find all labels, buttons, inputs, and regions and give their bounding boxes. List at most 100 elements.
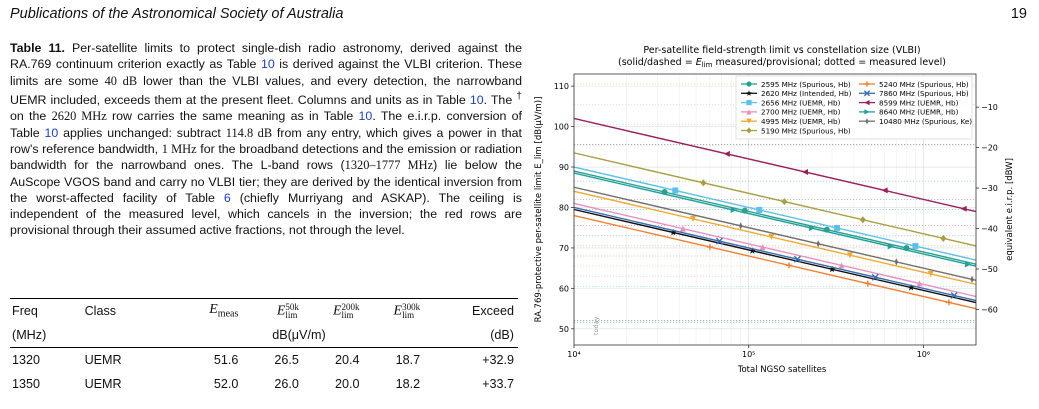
series-marker bbox=[793, 255, 801, 263]
unit-exceed: (dB) bbox=[420, 323, 518, 348]
cell-class: UEMR bbox=[84, 353, 122, 367]
series-marker bbox=[723, 150, 730, 157]
series-marker bbox=[894, 258, 899, 266]
dagger-mark: † bbox=[516, 90, 522, 102]
y2-tick-label: −60 bbox=[981, 305, 998, 314]
x-tick-label: 10⁵ bbox=[742, 350, 755, 359]
legend-swatch-marker bbox=[746, 109, 752, 115]
series-marker bbox=[781, 197, 788, 206]
series-marker bbox=[907, 283, 915, 291]
series-marker bbox=[916, 280, 923, 287]
chart-series bbox=[573, 117, 977, 310]
legend-label: 10480 MHz (Spurious, Ke) bbox=[879, 117, 972, 126]
series-line bbox=[573, 172, 977, 267]
caption-text: ) lie below the AuScope VGOS band and ca… bbox=[10, 158, 522, 205]
series-group bbox=[573, 117, 977, 213]
series-marker bbox=[785, 262, 792, 269]
caption-label: Table 11. bbox=[10, 41, 65, 55]
unit-freq: (MHz) bbox=[10, 323, 85, 348]
cell-freq: 1320 bbox=[12, 353, 41, 367]
legend-entry: 8599 MHz (UEMR, Hb) bbox=[859, 98, 959, 107]
caption-value: 1 MHz bbox=[161, 141, 197, 156]
series-marker bbox=[828, 265, 836, 273]
series-marker bbox=[859, 216, 866, 224]
table-row: 1320 UEMR 51.6 26.5 20.4 18.7 +32.9 bbox=[10, 348, 518, 373]
caption-text: . The e.i.r.p. conversion of Table bbox=[10, 109, 522, 140]
series-line bbox=[573, 186, 977, 282]
legend-entry: 4995 MHz (UEMR, Hb) bbox=[741, 117, 841, 126]
caption-text: on the bbox=[10, 109, 52, 124]
cell-lim300: 18.2 bbox=[395, 377, 421, 391]
legend-box bbox=[735, 75, 973, 140]
legend-label: 5240 MHz (Spurious, Hb) bbox=[879, 80, 969, 89]
caption-value: 40 dB bbox=[104, 73, 138, 88]
series-marker bbox=[970, 275, 974, 284]
col-header-freq: Freq bbox=[10, 298, 85, 323]
series-marker bbox=[706, 244, 713, 251]
series-marker bbox=[887, 243, 894, 250]
series-marker bbox=[927, 270, 934, 277]
caption-value: 2620 MHz bbox=[51, 109, 107, 124]
y-tick-label: 70 bbox=[559, 244, 569, 253]
series-group bbox=[573, 172, 977, 268]
caption-text: lower than the VLBI values, and every de… bbox=[10, 73, 522, 108]
table-ref-link[interactable]: 10 bbox=[358, 109, 373, 124]
series-group bbox=[573, 186, 977, 284]
series-line bbox=[573, 166, 977, 261]
legend-label: 5190 MHz (Spurious, Hb) bbox=[761, 126, 851, 135]
table-row: 1350 UEMR 52.0 26.0 20.0 18.2 +33.7 bbox=[10, 372, 518, 396]
series-line bbox=[573, 190, 977, 286]
series-marker bbox=[748, 247, 756, 254]
legend-label: 2620 MHz (Intended, Hb) bbox=[761, 89, 852, 98]
cell-lim50: 26.5 bbox=[274, 353, 299, 367]
chart-subtitle: (solid/dashed = Elim measured/provisiona… bbox=[618, 57, 946, 69]
y-tick-label: 50 bbox=[559, 325, 569, 334]
x-tick-label: 10⁶ bbox=[917, 350, 930, 359]
series-marker bbox=[864, 280, 871, 287]
caption-text: for the broadband detections and the emi… bbox=[10, 141, 523, 173]
series-marker bbox=[672, 187, 679, 194]
series-group bbox=[573, 202, 977, 298]
col-header-e-lim-200k: E200k lim bbox=[298, 298, 360, 323]
series-marker bbox=[871, 273, 879, 281]
journal-title: Publications of the Astronomical Society… bbox=[10, 6, 344, 22]
series-line bbox=[573, 117, 977, 213]
field-strength-chart: Per-satellite field-strength limit vs co… bbox=[530, 40, 1035, 375]
table-ref-link[interactable]: 10 bbox=[469, 93, 484, 108]
y2-tick-label: −40 bbox=[981, 225, 998, 234]
cell-meas: 52.0 bbox=[213, 377, 239, 391]
y2-tick-label: −50 bbox=[981, 265, 998, 274]
series-marker bbox=[738, 222, 743, 230]
series-marker bbox=[715, 237, 723, 245]
legend-swatch-marker bbox=[864, 81, 870, 87]
table-ref-link[interactable]: 10 bbox=[44, 125, 59, 140]
series-marker bbox=[700, 179, 707, 187]
series-marker bbox=[945, 299, 952, 306]
legend-entry: 2595 MHz (Spurious, Hb) bbox=[741, 80, 851, 89]
caption-value: 114.8 dB bbox=[225, 125, 273, 140]
series-line bbox=[573, 202, 977, 298]
legend-swatch-marker bbox=[863, 90, 871, 97]
legend-label: 2595 MHz (Spurious, Hb) bbox=[761, 80, 851, 89]
caption-text: row carries the same meaning as in Table bbox=[106, 109, 359, 124]
y2-tick-label: −10 bbox=[981, 103, 998, 112]
caption-value: 1320–1777 MHz bbox=[344, 158, 434, 173]
legend-label: 2656 MHz (UEMR, Hb) bbox=[761, 98, 841, 107]
table-ref-link[interactable]: 6 bbox=[223, 190, 231, 205]
series-line bbox=[573, 214, 977, 310]
series-group bbox=[573, 206, 977, 302]
series-marker bbox=[756, 206, 763, 213]
series-group bbox=[573, 214, 977, 310]
series-group bbox=[573, 166, 977, 261]
y-tick-label: 100 bbox=[554, 123, 569, 132]
y-tick-label: 60 bbox=[559, 284, 569, 293]
table-units-row: (MHz) dB(μV/m) (dB) bbox=[10, 323, 518, 348]
legend-swatch-marker bbox=[746, 118, 752, 124]
table-ref-link[interactable]: 10 bbox=[260, 57, 275, 72]
x-tick-label: 10⁴ bbox=[567, 350, 580, 359]
cell-exceed: +33.7 bbox=[482, 377, 514, 391]
col-header-exceed: Exceed bbox=[420, 298, 518, 323]
series-marker bbox=[816, 240, 821, 248]
y-tick-label: 110 bbox=[554, 82, 569, 91]
series-group bbox=[573, 208, 977, 304]
